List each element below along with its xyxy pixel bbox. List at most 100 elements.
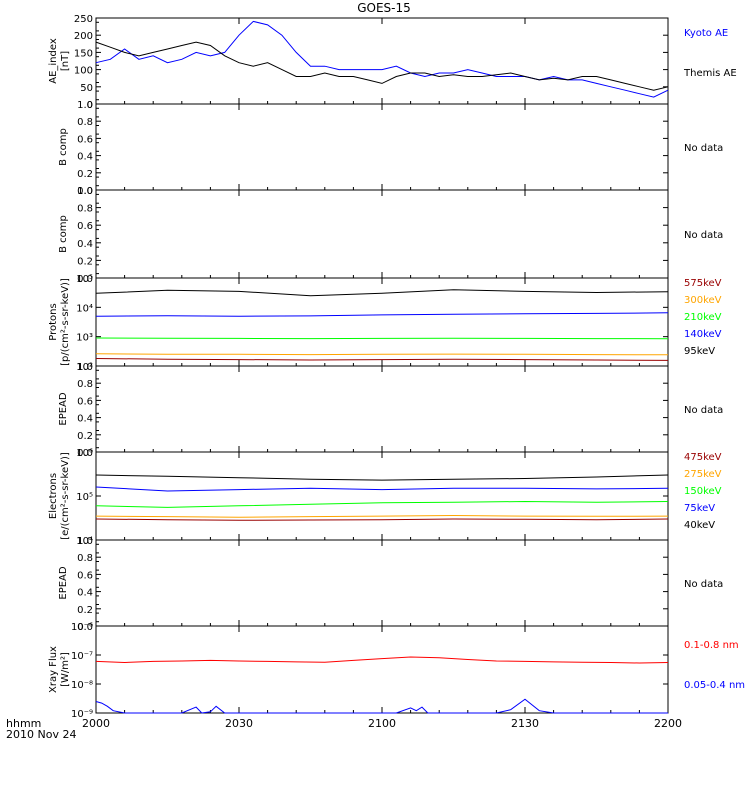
series-line-140kev bbox=[95, 312, 669, 317]
panel-frame bbox=[95, 365, 669, 453]
y-tick-label: 10⁻⁷ bbox=[71, 651, 93, 662]
y-tick-label: 10⁻⁶ bbox=[71, 622, 93, 633]
series-line-575kev bbox=[95, 358, 669, 361]
y-tick-label: 10⁻⁹ bbox=[71, 709, 93, 720]
panel-frame bbox=[95, 451, 669, 541]
series-line-95kev bbox=[95, 289, 669, 297]
series-line-300kev bbox=[95, 353, 669, 356]
x-date-label: 2010 Nov 24 bbox=[6, 728, 76, 741]
series-line-0-1-0-8-nm bbox=[95, 656, 669, 664]
y-axis-label: Xray Flux bbox=[48, 646, 59, 693]
legend-label: 0.1-0.8 nm bbox=[684, 640, 739, 651]
y-axis-label: [e/(cm²-s-sr-keV)] bbox=[60, 452, 71, 540]
series-line-75kev bbox=[95, 486, 669, 492]
x-tick-label: 2000 bbox=[82, 717, 110, 730]
series-line-themis-ae bbox=[95, 41, 669, 91]
y-tick-label: 0.0 bbox=[77, 186, 93, 197]
series-line-275kev bbox=[95, 514, 669, 518]
panel-epead1: 1.0 0.8 0.6 0.4 0.2 0.0 EPEAD No data bbox=[58, 362, 723, 459]
y-tick-label: 0.6 bbox=[77, 396, 93, 407]
y-tick-label: 1.0 bbox=[77, 362, 93, 373]
y-tick-label: 10⁴ bbox=[76, 303, 93, 314]
y-axis-label: B comp bbox=[58, 128, 69, 166]
y-tick-label: 0.0 bbox=[77, 274, 93, 285]
legend-label: 95keV bbox=[684, 346, 715, 357]
legend-label: 150keV bbox=[684, 486, 722, 497]
y-axis-label: Protons bbox=[48, 303, 59, 340]
legend-label: 275keV bbox=[684, 469, 722, 480]
y-axis-label: EPEAD bbox=[58, 566, 69, 600]
series-line-kyoto-ae bbox=[95, 20, 669, 98]
panel-frame bbox=[95, 17, 669, 105]
y-axis-label: [W/m²] bbox=[60, 652, 71, 687]
y-tick-label: 10⁵ bbox=[76, 492, 93, 503]
panel-xray: 10⁻⁶ 10⁻⁷ 10⁻⁸ 10⁻⁹ Xray Flux [W/m²] 0.1-0.8 n… bbox=[48, 622, 745, 720]
y-tick-label: 250 bbox=[74, 14, 93, 25]
legend-label: 475keV bbox=[684, 452, 722, 463]
panel-ae: 250 200 150 100 50 0 AE_index [nT] Kyoto AE Themi… bbox=[48, 14, 737, 111]
y-tick-label: 10⁶ bbox=[76, 448, 93, 459]
panel-electrons: 10⁶ 10⁵ 10⁴ Electrons [e/(cm²-s-sr-keV)] 475k… bbox=[48, 448, 722, 547]
legend-label: 0.05-0.4 nm bbox=[684, 680, 745, 691]
x-tick-label: 2130 bbox=[511, 717, 539, 730]
y-tick-label: 0.2 bbox=[77, 256, 93, 267]
y-tick-label: 100 bbox=[74, 66, 93, 77]
panel-bcomp1: 1.0 0.8 0.6 0.4 0.2 0.0 B comp No data bbox=[58, 100, 723, 197]
no-data-label: No data bbox=[684, 405, 723, 416]
y-axis-label: EPEAD bbox=[58, 392, 69, 426]
y-tick-label: 0.6 bbox=[77, 570, 93, 581]
y-axis-label: Electrons bbox=[48, 473, 59, 519]
y-tick-label: 1.0 bbox=[77, 536, 93, 547]
y-tick-label: 150 bbox=[74, 48, 93, 59]
legend-label: 300keV bbox=[684, 295, 722, 306]
y-tick-label: 10² bbox=[76, 362, 93, 373]
y-tick-label: 0.4 bbox=[77, 239, 93, 250]
y-tick-label: 200 bbox=[74, 31, 93, 42]
no-data-label: No data bbox=[684, 143, 723, 154]
y-tick-label: 0.8 bbox=[77, 553, 93, 564]
y-tick-label: 0.0 bbox=[77, 622, 93, 633]
legend-label: 140keV bbox=[684, 329, 722, 340]
legend-label: 210keV bbox=[684, 312, 722, 323]
legend-label: 75keV bbox=[684, 503, 715, 514]
y-tick-label: 0.6 bbox=[77, 134, 93, 145]
y-axis-label: AE_index bbox=[48, 38, 59, 84]
x-tick-label: 2030 bbox=[225, 717, 253, 730]
y-tick-label: 0.4 bbox=[77, 414, 93, 425]
y-tick-label: 0.2 bbox=[77, 605, 93, 616]
legend-label: 40keV bbox=[684, 520, 715, 531]
y-tick-label: 0.8 bbox=[77, 379, 93, 390]
y-tick-label: 0.0 bbox=[77, 448, 93, 459]
legend-label: Kyoto AE bbox=[684, 28, 728, 39]
panel-frame bbox=[95, 189, 669, 279]
y-axis-label: [p/(cm²-s-sr-keV)] bbox=[60, 278, 71, 366]
panel-frame bbox=[95, 625, 669, 714]
y-tick-label: 0.2 bbox=[77, 169, 93, 180]
y-tick-label: 1.0 bbox=[77, 186, 93, 197]
y-tick-label: 50 bbox=[80, 83, 93, 94]
panel-bcomp2: 1.0 0.8 0.6 0.4 0.2 0.0 B comp No data bbox=[58, 186, 723, 285]
y-tick-label: 0.2 bbox=[77, 431, 93, 442]
panel-frame bbox=[95, 277, 669, 367]
panel-frame bbox=[95, 103, 669, 191]
x-tick-label: 2200 bbox=[654, 717, 682, 730]
y-tick-label: 0.4 bbox=[77, 152, 93, 163]
panel-protons: 10⁵ 10⁴ 10³ 10² Protons [p/(cm²-s-sr-keV)] 575… bbox=[48, 274, 722, 373]
y-tick-label: 10⁵ bbox=[76, 274, 93, 285]
y-axis-label: B comp bbox=[58, 215, 69, 253]
y-tick-label: 0.8 bbox=[77, 204, 93, 215]
y-tick-label: 10⁴ bbox=[76, 536, 93, 547]
y-tick-label: 10⁻⁸ bbox=[71, 680, 93, 691]
legend-label: Themis AE bbox=[683, 68, 737, 79]
y-tick-label: 0.6 bbox=[77, 221, 93, 232]
series-line-150kev bbox=[95, 500, 669, 508]
y-tick-label: 10³ bbox=[76, 333, 93, 344]
y-tick-label: 0 bbox=[87, 100, 93, 111]
y-tick-label: 0.8 bbox=[77, 117, 93, 128]
series-line-0-05-0-4-nm bbox=[95, 698, 668, 714]
x-tick-label: 2100 bbox=[368, 717, 396, 730]
series-line-475kev bbox=[95, 518, 669, 521]
chart-title: GOES-15 bbox=[357, 1, 411, 15]
y-tick-label: 0.4 bbox=[77, 588, 93, 599]
